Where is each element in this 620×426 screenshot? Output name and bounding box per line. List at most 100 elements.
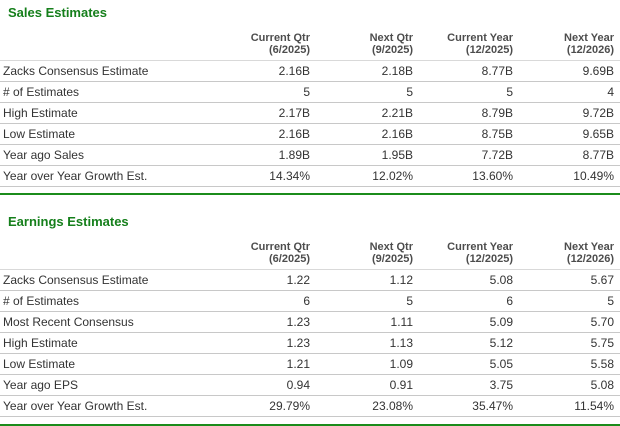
cell-value: 1.09: [316, 353, 419, 375]
cell-value: 8.79B: [419, 102, 519, 124]
cell-value: 5: [316, 81, 419, 103]
section-divider: [0, 193, 620, 195]
earnings-estimates-table: Current Qtr (6/2025) Next Qtr (9/2025) C…: [0, 229, 620, 417]
column-date-label: (9/2025): [372, 253, 413, 265]
cell-value: 5: [519, 290, 620, 312]
column-header-current-year: Current Year (12/2025): [419, 229, 519, 270]
table-header-row: Current Qtr (6/2025) Next Qtr (9/2025) C…: [0, 229, 620, 270]
cell-value: 23.08%: [316, 395, 419, 417]
cell-value: 7.72B: [419, 144, 519, 166]
cell-value: 1.13: [316, 332, 419, 354]
column-date-label: (6/2025): [269, 253, 310, 265]
table-row: Low Estimate 1.21 1.09 5.05 5.58: [0, 353, 620, 375]
cell-value: 3.75: [419, 374, 519, 396]
earnings-estimates-section: Earnings Estimates Current Qtr (6/2025) …: [0, 195, 620, 417]
column-header-current-qtr: Current Qtr (6/2025): [210, 229, 316, 270]
row-label: High Estimate: [0, 102, 210, 124]
cell-value: 1.22: [210, 269, 316, 291]
cell-value: 1.23: [210, 332, 316, 354]
earnings-estimates-title: Earnings Estimates: [8, 214, 129, 229]
cell-value: 5.75: [519, 332, 620, 354]
column-date-label: (9/2025): [372, 44, 413, 56]
cell-value: 5.58: [519, 353, 620, 375]
cell-value: 1.89B: [210, 144, 316, 166]
cell-value: 5.09: [419, 311, 519, 333]
cell-value: 5.12: [419, 332, 519, 354]
cell-value: 1.11: [316, 311, 419, 333]
cell-value: 5.70: [519, 311, 620, 333]
cell-value: 5.08: [419, 269, 519, 291]
cell-value: 4: [519, 81, 620, 103]
cell-value: 9.65B: [519, 123, 620, 145]
row-label: Year over Year Growth Est.: [0, 395, 210, 417]
cell-value: 9.69B: [519, 60, 620, 82]
cell-value: 1.95B: [316, 144, 419, 166]
table-row: Most Recent Consensus 1.23 1.11 5.09 5.7…: [0, 311, 620, 333]
column-header-next-year: Next Year (12/2026): [519, 229, 620, 270]
row-label: Year over Year Growth Est.: [0, 165, 210, 187]
cell-value: 13.60%: [419, 165, 519, 187]
cell-value: 1.23: [210, 311, 316, 333]
cell-value: 5: [210, 81, 316, 103]
row-label: Year ago Sales: [0, 144, 210, 166]
row-label-header: [0, 229, 210, 270]
table-row: Year ago Sales 1.89B 1.95B 7.72B 8.77B: [0, 144, 620, 166]
column-period-label: Next Year: [564, 241, 614, 253]
table-row: Year over Year Growth Est. 14.34% 12.02%…: [0, 165, 620, 187]
cell-value: 0.91: [316, 374, 419, 396]
column-date-label: (12/2025): [465, 253, 513, 265]
row-label: Zacks Consensus Estimate: [0, 60, 210, 82]
cell-value: 11.54%: [519, 395, 620, 417]
cell-value: 6: [419, 290, 519, 312]
table-row: Zacks Consensus Estimate 1.22 1.12 5.08 …: [0, 269, 620, 291]
column-header-next-qtr: Next Qtr (9/2025): [316, 20, 419, 61]
cell-value: 2.16B: [210, 60, 316, 82]
column-period-label: Next Qtr: [369, 32, 413, 44]
cell-value: 2.16B: [316, 123, 419, 145]
cell-value: 29.79%: [210, 395, 316, 417]
column-header-current-year: Current Year (12/2025): [419, 20, 519, 61]
column-period-label: Current Year: [447, 32, 513, 44]
cell-value: 35.47%: [419, 395, 519, 417]
cell-value: 9.72B: [519, 102, 620, 124]
cell-value: 8.77B: [419, 60, 519, 82]
cell-value: 1.12: [316, 269, 419, 291]
cell-value: 6: [210, 290, 316, 312]
table-row: Year over Year Growth Est. 29.79% 23.08%…: [0, 395, 620, 417]
cell-value: 2.17B: [210, 102, 316, 124]
column-period-label: Current Year: [447, 241, 513, 253]
column-period-label: Current Qtr: [250, 32, 310, 44]
column-header-next-qtr: Next Qtr (9/2025): [316, 229, 419, 270]
cell-value: 14.34%: [210, 165, 316, 187]
column-date-label: (12/2025): [465, 44, 513, 56]
cell-value: 5.08: [519, 374, 620, 396]
cell-value: 10.49%: [519, 165, 620, 187]
sales-estimates-table: Current Qtr (6/2025) Next Qtr (9/2025) C…: [0, 20, 620, 187]
row-label: Low Estimate: [0, 353, 210, 375]
cell-value: 0.94: [210, 374, 316, 396]
table-header-row: Current Qtr (6/2025) Next Qtr (9/2025) C…: [0, 20, 620, 61]
cell-value: 1.21: [210, 353, 316, 375]
cell-value: 8.77B: [519, 144, 620, 166]
sales-estimates-title: Sales Estimates: [8, 5, 108, 20]
sales-estimates-section: Sales Estimates Current Qtr (6/2025) Nex…: [0, 0, 620, 187]
column-header-next-year: Next Year (12/2026): [519, 20, 620, 61]
cell-value: 5.05: [419, 353, 519, 375]
cell-value: 2.18B: [316, 60, 419, 82]
column-date-label: (12/2026): [566, 44, 614, 56]
row-label: Low Estimate: [0, 123, 210, 145]
cell-value: 12.02%: [316, 165, 419, 187]
table-row: High Estimate 2.17B 2.21B 8.79B 9.72B: [0, 102, 620, 124]
row-label: # of Estimates: [0, 290, 210, 312]
table-row: High Estimate 1.23 1.13 5.12 5.75: [0, 332, 620, 354]
table-row: Zacks Consensus Estimate 2.16B 2.18B 8.7…: [0, 60, 620, 82]
row-label: High Estimate: [0, 332, 210, 354]
table-row: Year ago EPS 0.94 0.91 3.75 5.08: [0, 374, 620, 396]
row-label: Zacks Consensus Estimate: [0, 269, 210, 291]
cell-value: 5: [316, 290, 419, 312]
cell-value: 2.16B: [210, 123, 316, 145]
table-row: Low Estimate 2.16B 2.16B 8.75B 9.65B: [0, 123, 620, 145]
column-header-current-qtr: Current Qtr (6/2025): [210, 20, 316, 61]
row-label-header: [0, 20, 210, 61]
row-label: Year ago EPS: [0, 374, 210, 396]
